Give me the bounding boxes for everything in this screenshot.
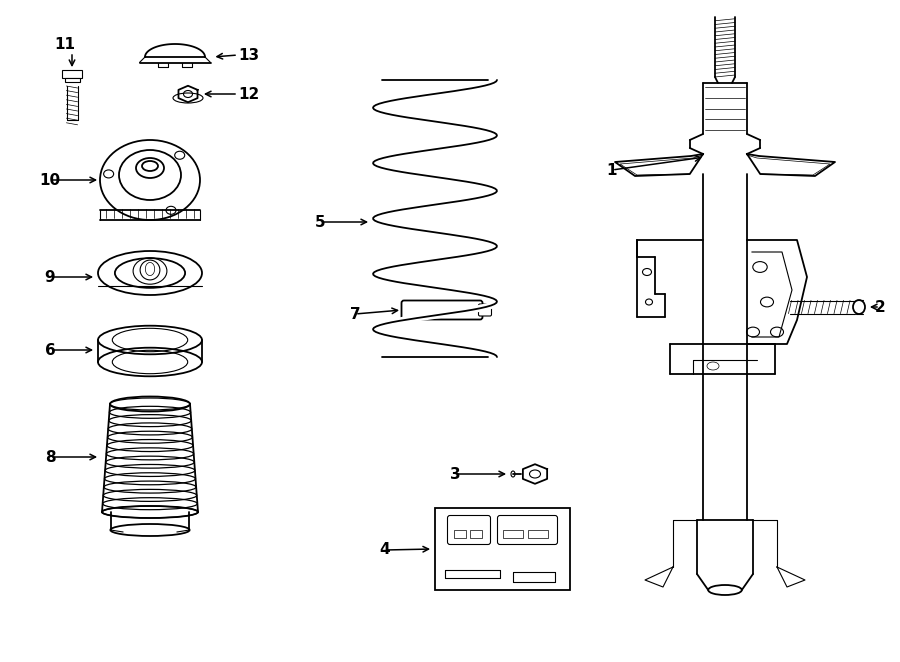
Text: 5: 5 — [315, 214, 325, 230]
Text: 8: 8 — [45, 449, 55, 465]
FancyBboxPatch shape — [65, 78, 79, 82]
Text: 7: 7 — [350, 307, 360, 322]
FancyBboxPatch shape — [498, 516, 557, 545]
FancyBboxPatch shape — [454, 530, 466, 538]
FancyBboxPatch shape — [447, 516, 491, 545]
Text: 1: 1 — [607, 162, 617, 177]
Text: 11: 11 — [55, 36, 76, 52]
Text: 13: 13 — [238, 48, 259, 62]
FancyBboxPatch shape — [435, 508, 570, 590]
FancyBboxPatch shape — [470, 530, 482, 538]
Text: 4: 4 — [380, 542, 391, 557]
FancyBboxPatch shape — [62, 70, 82, 78]
FancyBboxPatch shape — [479, 304, 491, 316]
FancyBboxPatch shape — [503, 530, 523, 538]
FancyBboxPatch shape — [528, 530, 548, 538]
FancyBboxPatch shape — [401, 301, 482, 320]
Text: 9: 9 — [45, 269, 55, 285]
Text: 12: 12 — [238, 87, 259, 101]
Text: 6: 6 — [45, 342, 56, 357]
Text: 3: 3 — [450, 467, 460, 481]
Text: 10: 10 — [40, 173, 60, 187]
Text: 2: 2 — [875, 299, 886, 314]
